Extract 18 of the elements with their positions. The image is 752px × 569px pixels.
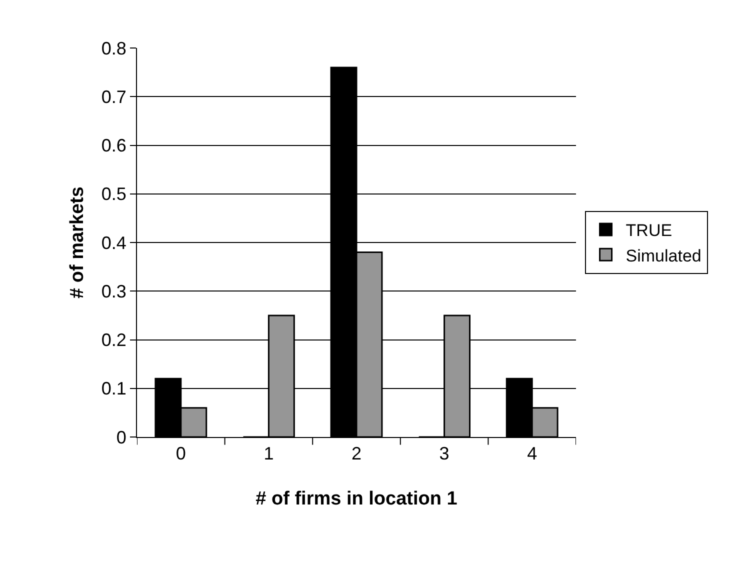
y-tick-label: 0.2 xyxy=(101,330,126,350)
x-tick-label: 2 xyxy=(351,444,362,464)
y-axis-title: # of markets xyxy=(67,186,88,298)
y-tick-label: 0 xyxy=(116,427,126,448)
y-tick-label: 0.1 xyxy=(101,378,126,399)
x-tick-label: 3 xyxy=(439,444,450,464)
y-tick-label: 0.3 xyxy=(101,281,126,302)
y-tick-label: 0.4 xyxy=(101,232,126,253)
x-tick-label: 4 xyxy=(527,444,538,464)
legend-label: TRUE xyxy=(626,221,672,240)
y-tick-label: 0.6 xyxy=(101,136,126,156)
x-tick-label: 1 xyxy=(264,444,274,464)
x-tick-label: 0 xyxy=(176,444,186,464)
legend-label: Simulated xyxy=(626,246,702,266)
y-tick-label: 0.8 xyxy=(101,38,126,58)
y-tick-label: 0.7 xyxy=(101,86,126,107)
x-axis-title: # of firms in location 1 xyxy=(256,488,458,510)
y-tick-label: 0.5 xyxy=(101,184,126,204)
